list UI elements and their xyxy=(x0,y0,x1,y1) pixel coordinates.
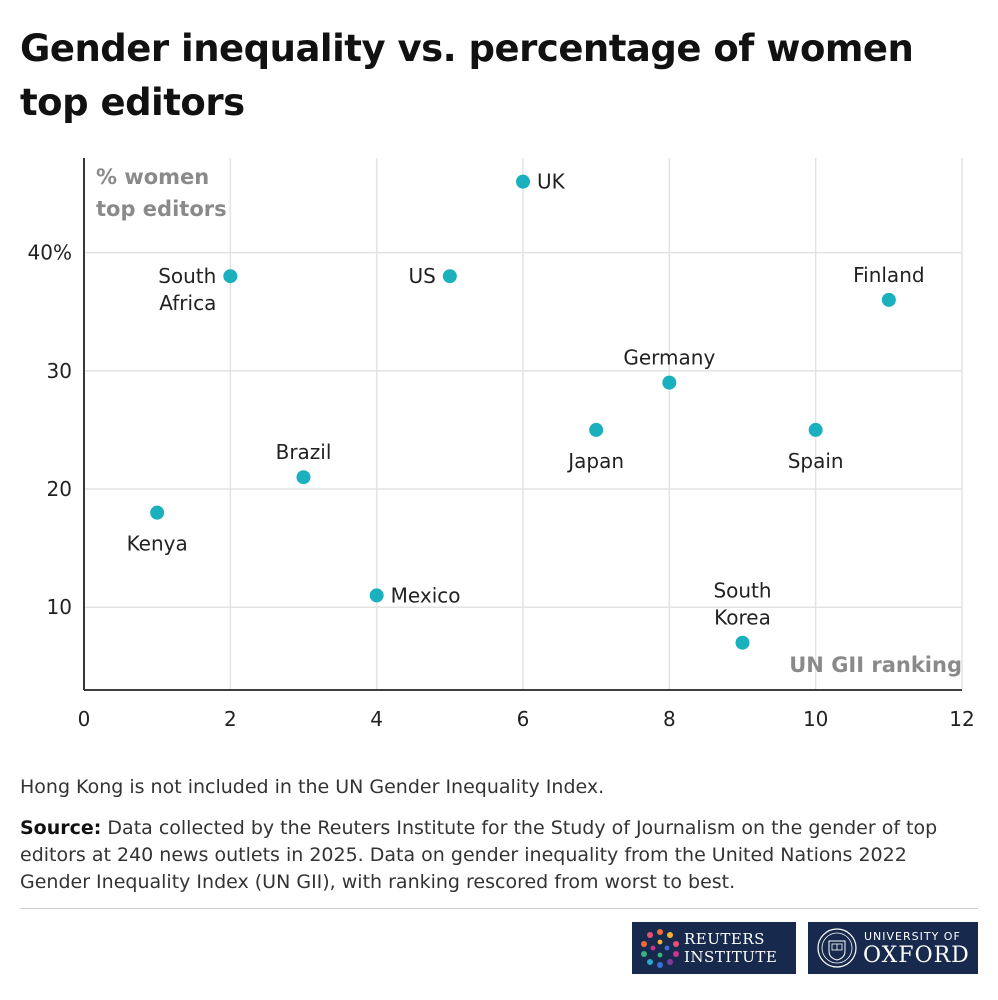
data-point xyxy=(662,375,677,390)
y-tick-label: 30 xyxy=(47,359,72,383)
x-tick-label: 12 xyxy=(949,707,974,731)
data-point xyxy=(369,588,384,603)
x-tick-label: 4 xyxy=(370,707,383,731)
x-tick-label: 8 xyxy=(663,707,676,731)
ticks: 0 2 4 6 8 10 12 10 20 30 40% xyxy=(28,241,975,731)
x-tick-label: 6 xyxy=(517,707,530,731)
axes xyxy=(83,158,962,691)
point-label: South Africa xyxy=(158,264,216,315)
y-tick-label: 40% xyxy=(28,241,72,265)
grid xyxy=(84,158,963,690)
y-tick-label: 10 xyxy=(47,595,72,619)
page-title: Gender inequality vs. percentage of wome… xyxy=(20,27,914,124)
oxford-line2: OXFORD xyxy=(863,943,970,968)
point-label: Japan xyxy=(566,449,624,473)
oxford-logo: UNIVERSITY OF OXFORD xyxy=(808,922,978,974)
x-tick-label: 0 xyxy=(78,707,91,731)
y-axis-label-line1: % women xyxy=(96,165,209,189)
reuters-line1: REUTERS xyxy=(684,930,765,948)
data-point xyxy=(881,292,896,307)
source-body: Data collected by the Reuters Institute … xyxy=(20,817,938,893)
point-label: UK xyxy=(537,170,566,194)
data-point xyxy=(296,470,311,485)
divider xyxy=(20,908,978,909)
data-points: Kenya South Africa Brazil Mexico US UK Japan Ger… xyxy=(127,170,925,650)
data-point xyxy=(589,422,604,437)
point-label: Germany xyxy=(623,346,715,370)
reuters-dots-icon xyxy=(641,929,679,968)
data-point xyxy=(516,174,530,189)
data-point xyxy=(735,635,750,650)
reuters-institute-logo: REUTERS INSTITUTE xyxy=(632,922,796,974)
source-text: Source: Data collected by the Reuters In… xyxy=(20,815,970,896)
x-tick-label: 2 xyxy=(224,707,237,731)
oxford-line1: UNIVERSITY OF xyxy=(864,930,961,943)
scatter-chart: 0 2 4 6 8 10 12 10 20 30 40% % women top editors U… xyxy=(28,158,975,731)
x-axis-label: UN GII ranking xyxy=(789,653,962,677)
reuters-line2: INSTITUTE xyxy=(684,948,778,966)
y-tick-label: 20 xyxy=(47,477,72,501)
oxford-crest-icon xyxy=(817,928,857,968)
data-point xyxy=(442,269,457,284)
axis-labels: % women top editors UN GII ranking xyxy=(96,165,962,677)
data-point xyxy=(808,422,823,437)
point-label: Mexico xyxy=(391,583,461,607)
point-label: Brazil xyxy=(276,440,332,464)
y-axis-label-line2: top editors xyxy=(96,197,227,221)
point-label: South Korea xyxy=(713,579,771,630)
point-label: Finland xyxy=(853,263,924,287)
data-point xyxy=(150,505,165,520)
source-label: Source: xyxy=(20,817,102,839)
footnote: Hong Kong is not included in the UN Gend… xyxy=(20,776,605,798)
point-label: US xyxy=(408,264,435,288)
x-tick-label: 10 xyxy=(803,707,828,731)
data-point xyxy=(223,269,238,284)
point-label: Kenya xyxy=(127,532,188,556)
point-label: Spain xyxy=(788,449,844,473)
